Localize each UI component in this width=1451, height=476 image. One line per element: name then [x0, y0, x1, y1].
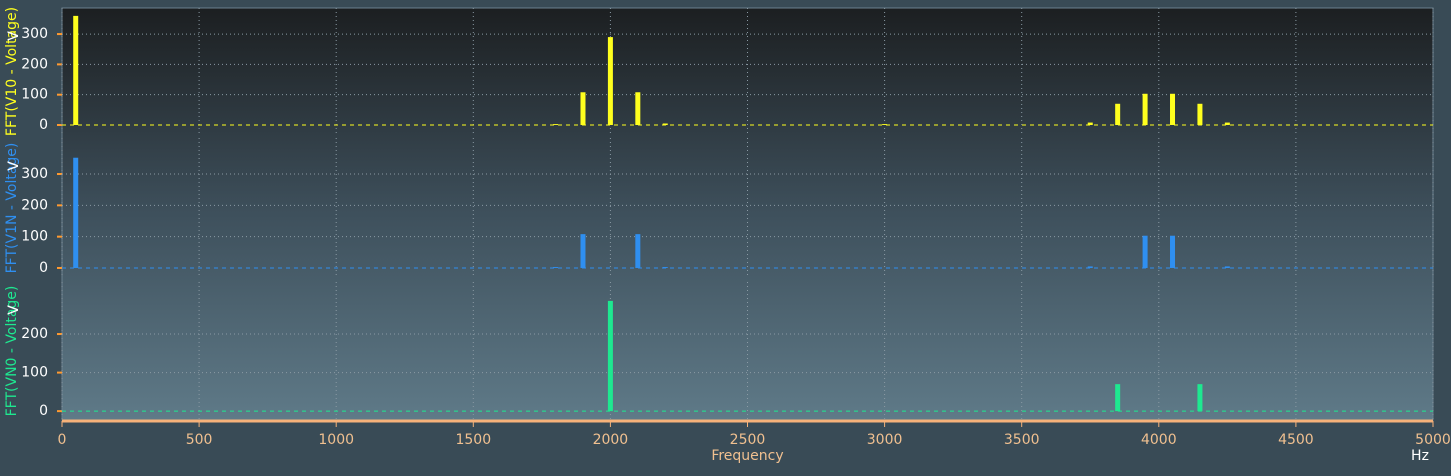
bar — [1142, 235, 1148, 268]
y-tick-label: 200 — [21, 56, 48, 72]
y-tick-label: 0 — [39, 260, 48, 276]
y-axis-unit: V — [6, 305, 22, 315]
bar — [580, 234, 586, 268]
y-tick-label: 200 — [21, 197, 48, 213]
x-tick-label: 4000 — [1141, 432, 1177, 448]
x-tick-label: 3000 — [867, 432, 903, 448]
y-axis-unit: V — [6, 31, 22, 41]
bar — [1115, 103, 1121, 125]
y-axis-label: FFT(V10 - Voltage) — [4, 7, 20, 136]
bar — [1224, 122, 1230, 125]
bar — [553, 267, 559, 268]
bar — [1142, 93, 1148, 125]
x-tick-label: 1000 — [318, 432, 354, 448]
x-tick-label: 500 — [186, 432, 213, 448]
x-axis-label: Frequency — [711, 448, 783, 464]
x-tick-label: 1500 — [455, 432, 491, 448]
bar — [1197, 103, 1203, 125]
bar — [73, 157, 79, 268]
y-tick-label: 0 — [39, 117, 48, 133]
bar — [635, 234, 641, 268]
y-axis-unit: V — [6, 161, 22, 171]
bar — [1170, 93, 1176, 125]
bar — [553, 124, 559, 125]
bar — [662, 123, 668, 125]
bar — [1087, 266, 1093, 268]
y-tick-label: 300 — [21, 166, 48, 182]
bar — [662, 267, 668, 268]
y-tick-label: 100 — [21, 365, 48, 381]
x-tick-label: 0 — [58, 432, 67, 448]
y-tick-label: 100 — [21, 87, 48, 103]
x-axis-unit: Hz — [1411, 448, 1429, 464]
y-tick-label: 0 — [39, 403, 48, 419]
bar — [1115, 384, 1121, 412]
bar — [73, 15, 79, 125]
x-tick-label: 3500 — [1004, 432, 1040, 448]
bar — [1087, 122, 1093, 125]
x-tick-label: 2000 — [593, 432, 629, 448]
bar — [635, 92, 641, 125]
y-axis-label: FFT(VN0 - Voltage) — [4, 286, 20, 417]
x-tick-label: 5000 — [1415, 432, 1451, 448]
bar — [607, 300, 613, 412]
bar — [1170, 235, 1176, 268]
y-axis-label: FFT(V1N - Voltage) — [4, 143, 20, 274]
bar — [580, 92, 586, 125]
bar — [607, 37, 613, 125]
y-tick-label: 100 — [21, 229, 48, 245]
bar — [1224, 266, 1230, 268]
y-tick-label: 200 — [21, 326, 48, 342]
x-tick-label: 4500 — [1278, 432, 1314, 448]
bar — [1197, 384, 1203, 412]
bar — [882, 124, 888, 125]
y-tick-label: 300 — [21, 26, 48, 42]
x-tick-label: 2500 — [730, 432, 766, 448]
